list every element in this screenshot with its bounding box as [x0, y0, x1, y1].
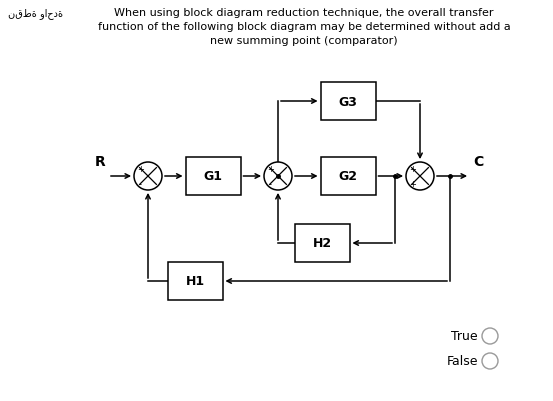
Text: +: + [409, 180, 416, 189]
Text: R: R [95, 155, 106, 168]
Text: +: + [267, 164, 274, 173]
Circle shape [264, 162, 292, 190]
Text: H1: H1 [185, 275, 205, 288]
Text: G1: G1 [204, 170, 222, 183]
Text: نقطة واحدة: نقطة واحدة [8, 8, 63, 19]
Text: G2: G2 [338, 170, 357, 183]
Text: When using block diagram reduction technique, the overall transfer: When using block diagram reduction techn… [114, 8, 494, 18]
Circle shape [406, 162, 434, 190]
Bar [321, 158, 375, 196]
Text: G3: G3 [338, 95, 357, 108]
Text: H2: H2 [312, 237, 332, 250]
Text: +: + [137, 164, 144, 173]
Bar [168, 262, 222, 300]
Bar [185, 158, 241, 196]
Text: True: True [451, 330, 478, 342]
Text: -: - [269, 180, 272, 189]
Text: function of the following block diagram may be determined without add a: function of the following block diagram … [98, 22, 510, 32]
Circle shape [482, 328, 498, 344]
Text: -: - [139, 180, 142, 189]
Circle shape [134, 162, 162, 190]
Bar [321, 83, 375, 121]
Text: new summing point (comparator): new summing point (comparator) [210, 36, 398, 46]
Text: C: C [473, 155, 483, 168]
Circle shape [482, 353, 498, 369]
Text: +: + [409, 164, 416, 173]
Bar [295, 225, 349, 262]
Text: False: False [446, 354, 478, 368]
